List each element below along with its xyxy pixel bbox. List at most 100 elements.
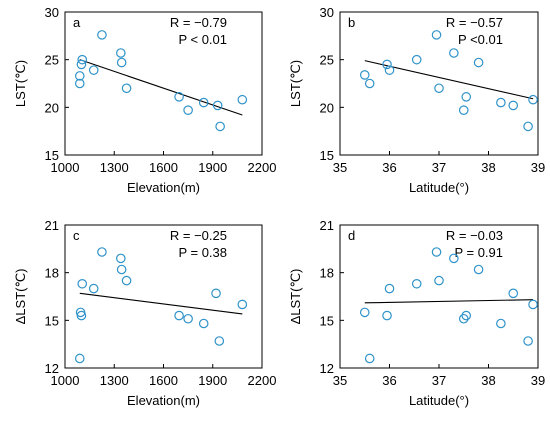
data-point — [508, 100, 519, 111]
data-point — [359, 70, 370, 80]
data-point — [116, 48, 126, 58]
y-tick-label: 18 — [45, 266, 59, 281]
panel-frame — [64, 11, 263, 156]
y-tick-label: 15 — [45, 313, 59, 328]
data-point — [382, 59, 392, 70]
data-point — [384, 65, 395, 75]
x-axis-label: Latitude(°) — [409, 180, 469, 195]
data-point — [74, 78, 85, 89]
data-point — [183, 313, 193, 324]
regression-line — [364, 299, 534, 304]
data-point — [434, 275, 444, 286]
data-point — [237, 299, 248, 310]
data-point — [174, 310, 184, 321]
data-point — [496, 318, 506, 329]
stat-text: R = −0.03 — [446, 228, 503, 243]
data-point — [431, 30, 442, 40]
panel-letter: a — [73, 15, 81, 30]
y-tick-label: 18 — [320, 266, 334, 281]
panel-letter: b — [348, 15, 355, 30]
x-axis-label: Elevation(m) — [127, 180, 200, 195]
panel-letter: d — [348, 228, 355, 243]
data-point — [215, 121, 225, 132]
data-point — [212, 100, 223, 111]
data-point — [88, 65, 99, 75]
y-tick-label: 15 — [320, 148, 334, 163]
stat-text: R = −0.25 — [170, 228, 227, 243]
data-point — [523, 121, 533, 132]
data-point — [449, 253, 459, 264]
data-point — [116, 57, 127, 68]
y-tick-label: 20 — [45, 100, 59, 115]
x-tick-label: 1000 — [51, 373, 80, 388]
x-tick-label: 38 — [481, 160, 495, 175]
y-axis-label: ΔLST(℃) — [288, 269, 303, 325]
data-point — [237, 94, 248, 105]
data-point — [431, 247, 442, 257]
y-tick-label: 15 — [320, 313, 334, 328]
panel-letter: c — [73, 228, 80, 243]
x-tick-label: 1000 — [51, 160, 80, 175]
data-point — [523, 336, 533, 346]
data-point — [74, 353, 85, 364]
data-point — [434, 83, 444, 94]
panel-frame — [339, 224, 539, 369]
x-tick-label: 1300 — [100, 160, 129, 175]
y-tick-label: 21 — [45, 218, 59, 233]
y-axis-label: LST(℃) — [13, 60, 28, 107]
data-point — [121, 275, 132, 286]
x-tick-label: 35 — [333, 373, 347, 388]
x-axis-label: Latitude(°) — [409, 393, 469, 408]
y-axis-label: ΔLST(℃) — [13, 269, 28, 325]
x-tick-label: 2200 — [248, 160, 277, 175]
data-point — [461, 92, 472, 102]
data-point — [528, 299, 538, 310]
data-point — [458, 313, 469, 324]
data-point — [508, 288, 519, 299]
x-tick-label: 36 — [382, 373, 396, 388]
x-tick-label: 1300 — [100, 373, 129, 388]
data-point — [473, 264, 484, 275]
stat-text: R = −0.79 — [170, 15, 227, 30]
y-tick-label: 25 — [45, 53, 59, 68]
data-point — [198, 318, 209, 329]
y-tick-label: 12 — [320, 361, 334, 376]
x-tick-label: 39 — [531, 160, 545, 175]
regression-line — [79, 59, 243, 116]
y-tick-label: 25 — [320, 53, 334, 68]
data-point — [411, 54, 422, 65]
stat-text: R = −0.57 — [446, 15, 503, 30]
x-axis-label: Elevation(m) — [127, 393, 200, 408]
data-point — [88, 283, 99, 294]
x-tick-label: 37 — [432, 160, 446, 175]
y-tick-label: 12 — [45, 361, 59, 376]
data-point — [116, 264, 127, 275]
x-tick-label: 35 — [333, 160, 347, 175]
data-point — [359, 307, 370, 318]
data-point — [76, 310, 87, 321]
data-point — [77, 278, 88, 289]
x-tick-label: 38 — [481, 373, 495, 388]
x-tick-label: 1600 — [149, 160, 178, 175]
x-tick-label: 1900 — [198, 373, 227, 388]
stat-text: P = 0.91 — [454, 245, 503, 260]
y-tick-label: 20 — [320, 100, 334, 115]
data-point — [74, 71, 85, 81]
data-point — [211, 288, 221, 299]
data-point — [411, 278, 422, 289]
data-point — [174, 92, 184, 102]
data-point — [77, 54, 88, 65]
data-point — [97, 30, 107, 40]
data-point — [214, 336, 225, 346]
data-point — [97, 247, 107, 257]
data-point — [382, 310, 392, 321]
x-tick-label: 1600 — [149, 373, 178, 388]
regression-line — [79, 292, 243, 315]
data-point — [121, 83, 132, 94]
data-point — [473, 57, 484, 68]
data-point — [496, 97, 506, 108]
data-point — [461, 310, 472, 321]
data-point — [449, 48, 459, 58]
